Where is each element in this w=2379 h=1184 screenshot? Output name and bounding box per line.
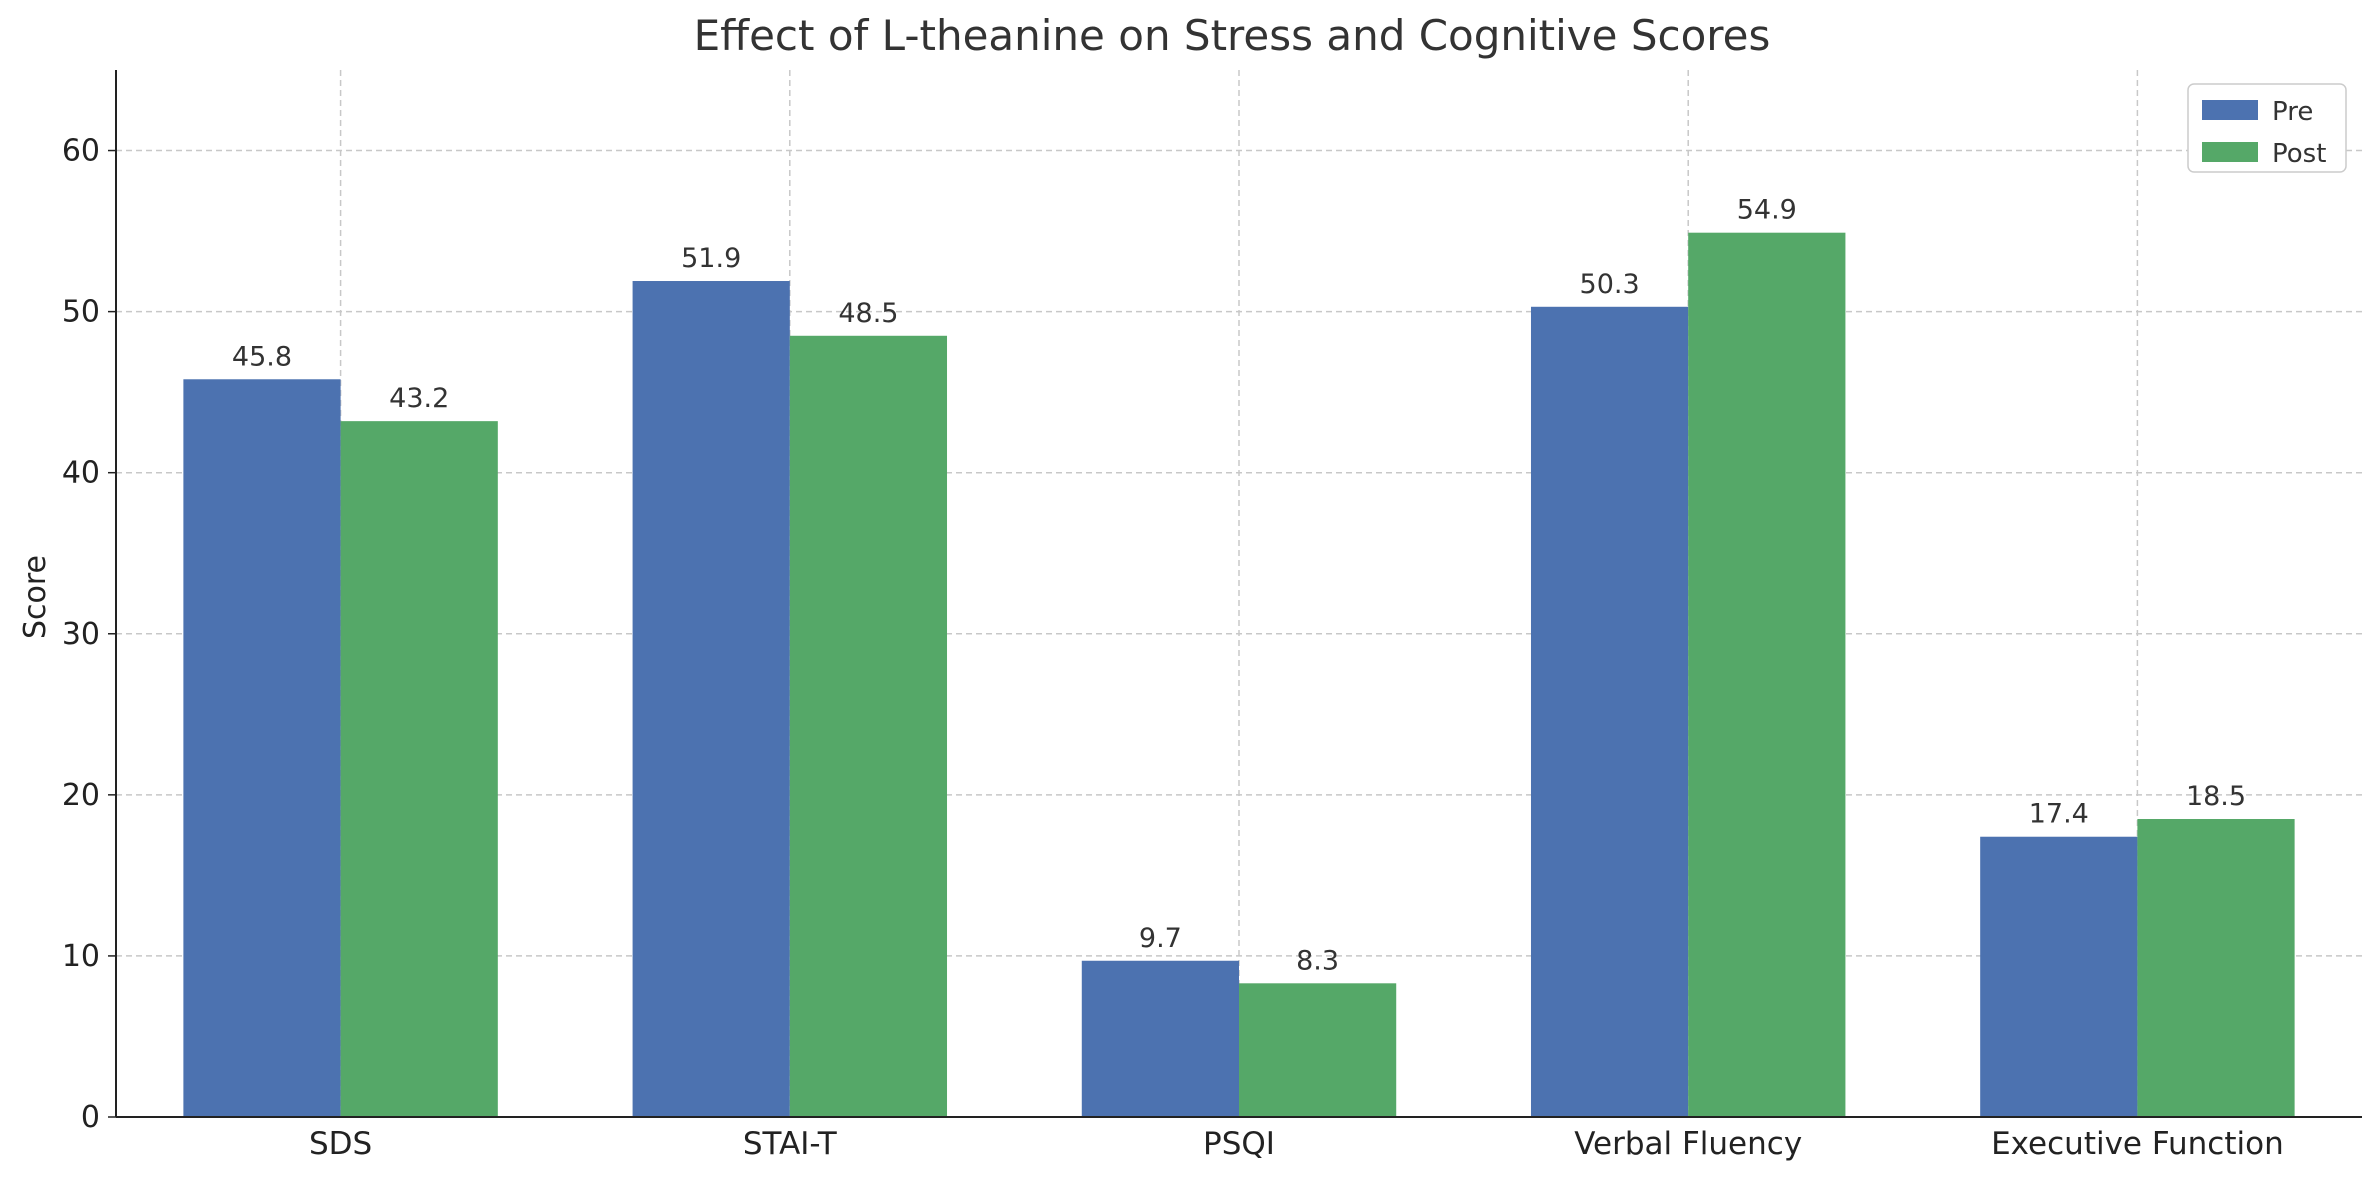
bar-post-0 [340,421,498,1117]
value-label: 54.9 [1737,195,1797,226]
value-label: 51.9 [681,243,741,274]
legend: Pre Post [2187,83,2347,173]
bar-pre-3 [1530,306,1689,1117]
bar-post-1 [789,335,948,1117]
value-label: 45.8 [232,341,292,372]
bar-post-4 [2137,819,2295,1117]
bars [183,232,2295,1118]
value-label: 48.5 [838,298,898,329]
bar-post-2 [1239,983,1397,1117]
y-tick-label: 20 [62,778,100,813]
value-label: 43.2 [389,383,449,414]
chart-title: Effect of L-theanine on Stress and Cogni… [694,11,1771,60]
x-tick-label: SDS [309,1126,372,1162]
value-label: 50.3 [1580,269,1640,300]
value-label: 17.4 [2029,799,2089,830]
axes [108,70,2362,1118]
y-tick-label: 40 [62,456,100,491]
value-label: 8.3 [1296,945,1339,976]
bar-pre-1 [632,281,790,1118]
x-tick-label: Verbal Fluency [1574,1126,1802,1162]
x-tick-label: STAI-T [743,1126,838,1162]
x-tick-label: Executive Function [1991,1126,2284,1162]
x-tick-label: PSQI [1203,1126,1275,1162]
y-tick-label: 0 [81,1100,100,1135]
bar-pre-4 [1980,836,2138,1117]
legend-label-pre: Pre [2272,97,2313,127]
bar-post-3 [1688,232,1846,1118]
y-tick-label: 30 [62,617,100,652]
legend-swatch-pre [2202,100,2258,120]
bar-pre-0 [183,379,341,1117]
y-tick-label: 50 [62,295,100,330]
value-labels: 45.8 51.9 9.7 50.3 17.4 43.2 48.5 8.3 54.9 18.5 [232,195,2246,977]
bar-pre-2 [1081,960,1239,1117]
value-label: 9.7 [1139,923,1182,954]
value-label: 18.5 [2186,781,2246,812]
y-tick-label: 10 [62,939,100,974]
y-axis-label: Score [18,555,53,639]
y-tick-label: 60 [62,134,100,169]
legend-swatch-post [2202,142,2258,162]
tick-labels: 0 10 20 30 40 50 60 SDS STAI-T PSQI Verbal Fluency… [62,134,2284,1162]
legend-label-post: Post [2272,139,2326,169]
